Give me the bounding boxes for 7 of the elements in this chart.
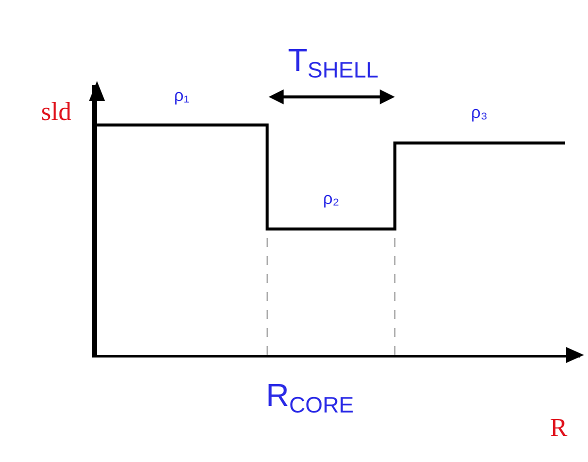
text: ρ₁ [174,86,190,105]
text: R$_{CORE}$ [266,377,354,418]
text: T$_{SHELL}$ [288,42,378,83]
text: ρ₃ [471,103,488,122]
annotation: ρ₂ [323,189,340,208]
x-axis-title: R [550,413,568,442]
y-axis-title: sld [41,97,72,126]
